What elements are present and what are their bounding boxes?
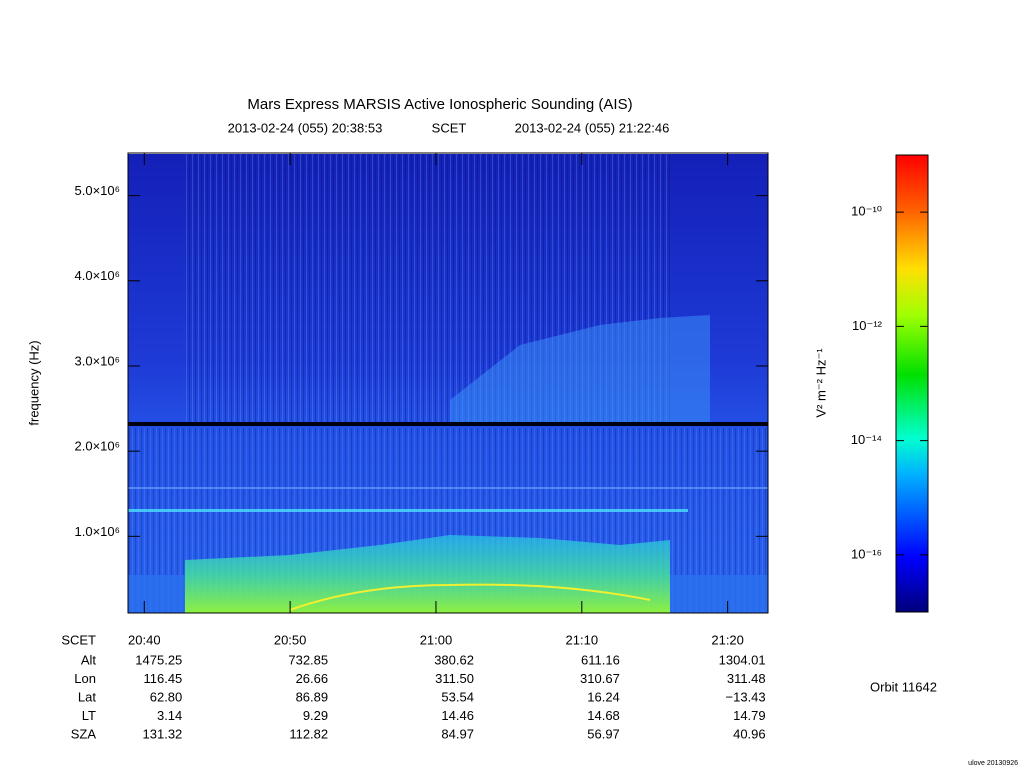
colorbar — [895, 154, 929, 613]
x-tick-label: 21:20 — [711, 632, 744, 647]
y-tick-label: 2.0×10⁶ — [75, 439, 120, 454]
x-tick-label: 20:50 — [274, 632, 307, 647]
ephemeris-value: 26.66 — [296, 671, 329, 686]
ephemeris-value: 112.82 — [289, 726, 328, 741]
ephemeris-value: 14.46 — [441, 708, 474, 723]
chart-title: Mars Express MARSIS Active Ionospheric S… — [247, 96, 632, 113]
colorbar-tick-label: 10⁻¹⁴ — [851, 432, 882, 447]
end-time: 2013-02-24 (055) 21:22:46 — [515, 120, 670, 135]
ephemeris-value: 311.50 — [435, 671, 474, 686]
colorbar-tick-label: 10⁻¹⁶ — [851, 546, 882, 561]
spectrogram-image — [128, 154, 768, 613]
start-time: 2013-02-24 (055) 20:38:53 — [228, 120, 383, 135]
ephemeris-value: 1475.25 — [135, 652, 182, 667]
ephemeris-value: 62.80 — [150, 689, 183, 704]
ephemeris-value: 84.97 — [441, 726, 474, 741]
x-tick-label: 20:40 — [128, 632, 161, 647]
ephemeris-value: 310.67 — [580, 671, 620, 686]
ephemeris-value: 14.68 — [587, 708, 620, 723]
ephemeris-value: 56.97 — [587, 726, 620, 741]
x-tick-label: 21:00 — [420, 632, 453, 647]
ephemeris-name: LT — [82, 708, 96, 723]
ephemeris-value: 611.16 — [581, 652, 620, 667]
ephemeris-x-label: SCET — [61, 632, 96, 647]
colorbar-tick-label: 10⁻¹² — [852, 318, 883, 333]
ephemeris-value: 3.14 — [157, 708, 182, 723]
ephemeris-name: SZA — [71, 726, 97, 741]
ephemeris-name: Alt — [81, 652, 97, 667]
y-axis-label: frequency (Hz) — [26, 340, 41, 425]
y-tick-label: 3.0×10⁶ — [75, 353, 120, 368]
colorbar-label: V² m⁻² Hz⁻¹ — [813, 348, 828, 418]
time-frame: SCET — [432, 120, 467, 135]
ephemeris-value: 86.89 — [296, 689, 329, 704]
ephemeris-value: 116.45 — [143, 671, 182, 686]
colorbar-tick-label: 10⁻¹⁰ — [851, 204, 882, 219]
ephemeris-value: 380.62 — [434, 652, 474, 667]
ephemeris-value: 9.29 — [303, 708, 328, 723]
y-tick-label: 4.0×10⁶ — [75, 268, 120, 283]
ephemeris-name: Lat — [78, 689, 96, 704]
ephemeris-value: 14.79 — [733, 708, 766, 723]
footer: ulove 20130926 — [968, 760, 1018, 767]
ephemeris-value: 131.32 — [143, 726, 183, 741]
ephemeris-name: Lon — [74, 671, 96, 686]
ephemeris-value: 311.48 — [727, 671, 766, 686]
ephemeris-value: 16.24 — [587, 689, 620, 704]
ephemeris-value: −13.43 — [726, 689, 766, 704]
orbit-label: Orbit 11642 — [870, 679, 937, 694]
plot-frame — [127, 152, 769, 614]
ephemeris-value: 732.85 — [288, 652, 328, 667]
ephemeris-value: 53.54 — [441, 689, 474, 704]
ephemeris-value: 40.96 — [733, 726, 766, 741]
y-tick-label: 1.0×10⁶ — [75, 524, 120, 539]
ephemeris-value: 1304.01 — [719, 652, 766, 667]
y-tick-label: 5.0×10⁶ — [75, 183, 120, 198]
x-tick-label: 21:10 — [566, 632, 599, 647]
